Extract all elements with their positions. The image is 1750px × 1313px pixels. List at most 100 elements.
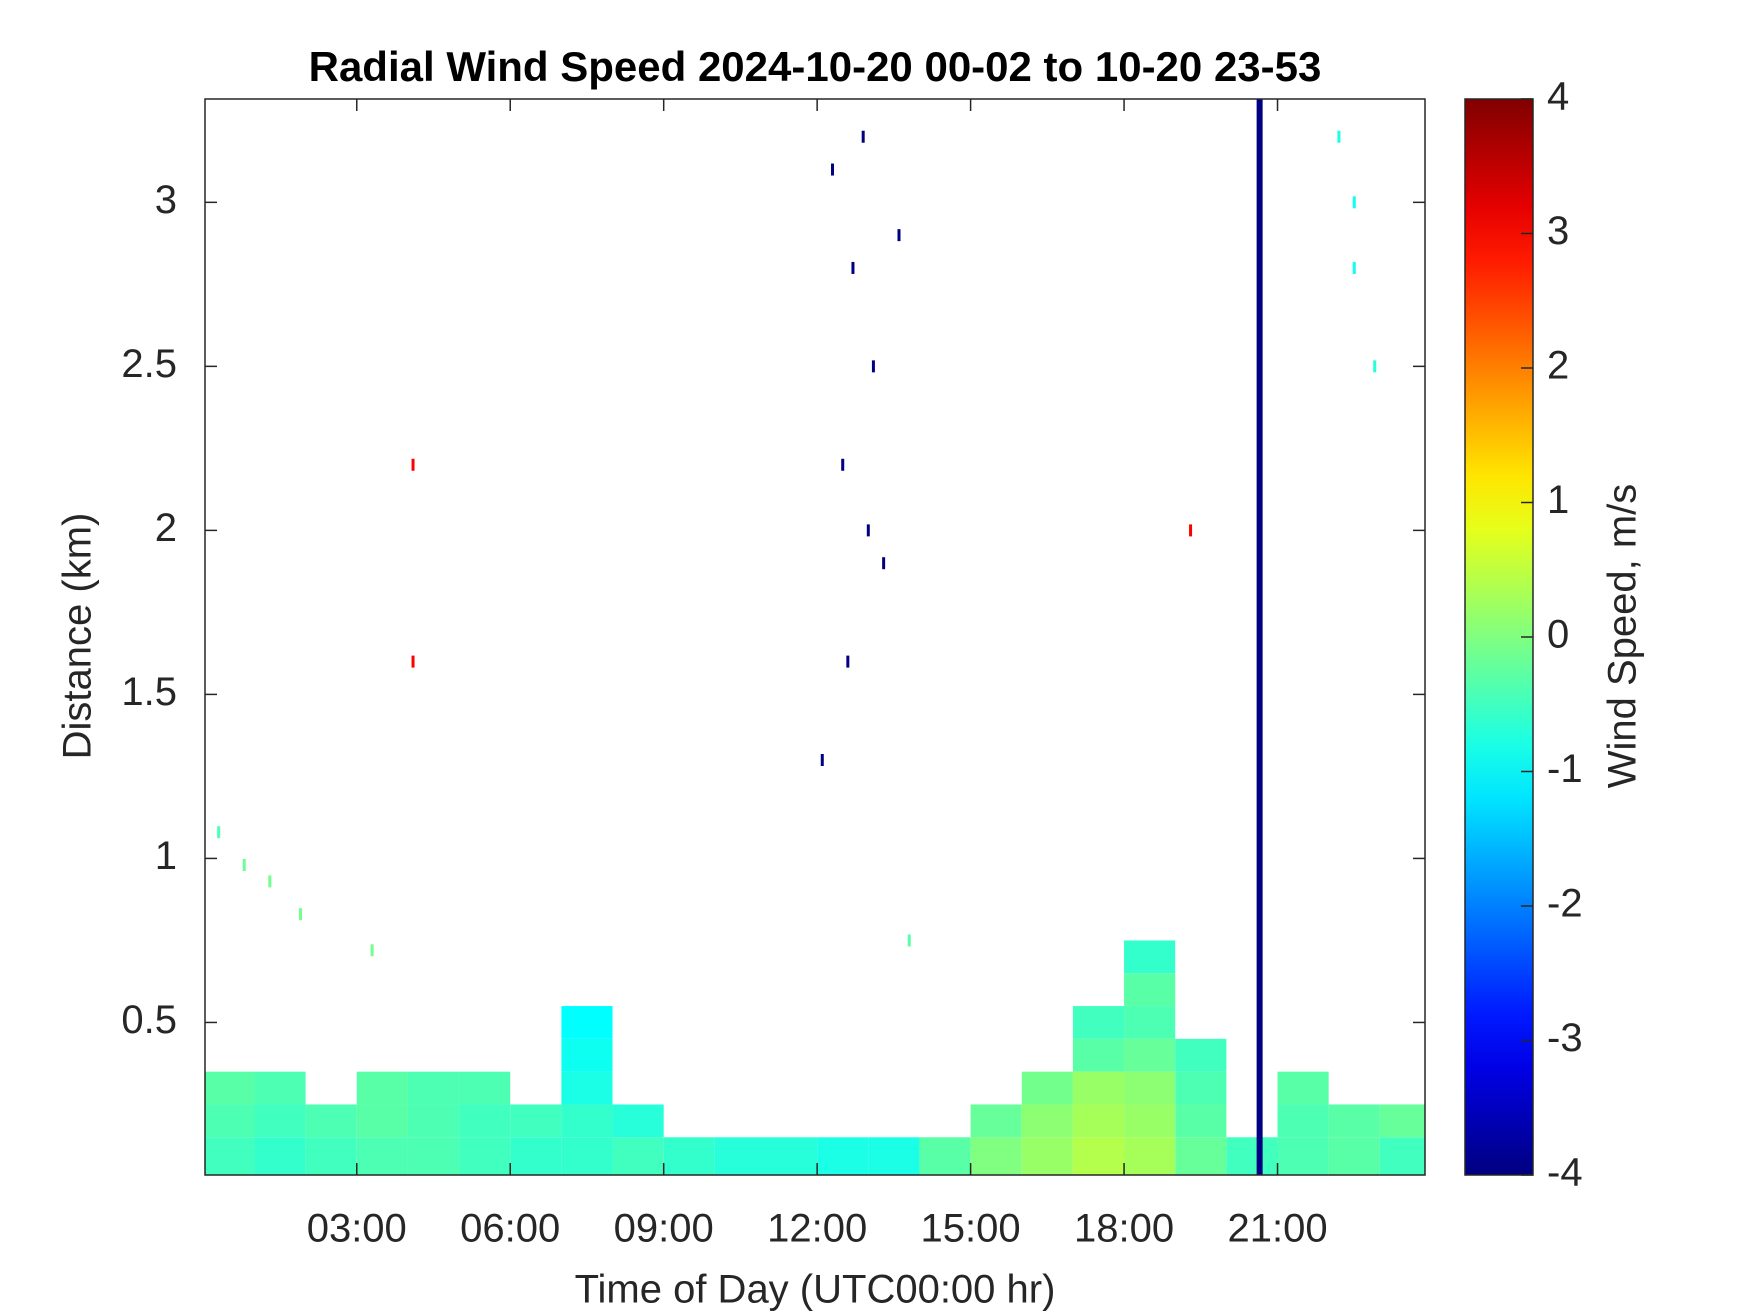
- heat-cell: [561, 1006, 613, 1039]
- heat-cell: [1175, 1038, 1227, 1072]
- heat-cell: [1226, 1137, 1278, 1175]
- heat-cell: [714, 1137, 766, 1175]
- speckle: [851, 261, 855, 274]
- heat-cell: [254, 1137, 306, 1175]
- heat-cell: [356, 1137, 408, 1175]
- y-axis-label: Distance (km): [56, 513, 100, 760]
- speckle: [897, 229, 901, 242]
- x-tick-label: 09:00: [614, 1207, 714, 1251]
- speckle: [1373, 360, 1377, 373]
- y-tick-label: 1: [155, 834, 177, 878]
- colorbar-label: Wind Speed, m/s: [1601, 484, 1645, 789]
- heat-cell: [1277, 1137, 1329, 1175]
- heat-cell: [1124, 1137, 1176, 1175]
- colorbar: [1464, 98, 1534, 1176]
- x-tick-label: 03:00: [307, 1207, 407, 1251]
- speckle: [411, 655, 415, 668]
- y-tick-label: 1.5: [121, 670, 177, 714]
- colorbar-tick-label: -3: [1547, 1016, 1583, 1060]
- x-tick-label: 15:00: [921, 1207, 1021, 1251]
- y-tick-label: 2.5: [121, 342, 177, 386]
- heat-cell: [459, 1071, 511, 1105]
- heat-cell: [1072, 1038, 1125, 1072]
- colorbar-tick-label: -4: [1547, 1151, 1583, 1195]
- heat-cell: [1277, 1071, 1329, 1105]
- heat-cell: [1175, 1104, 1227, 1138]
- heat-cell: [1021, 1137, 1073, 1175]
- heat-cell: [510, 1104, 562, 1138]
- plot-frame: [204, 98, 1426, 1176]
- heat-cell: [356, 1071, 408, 1105]
- heat-cell: [1072, 1071, 1125, 1105]
- heat-cell: [612, 1104, 664, 1138]
- speckle: [411, 458, 415, 471]
- y-tick-label: 0.5: [121, 998, 177, 1042]
- heat-cell: [1175, 1137, 1227, 1175]
- speckle: [882, 557, 886, 570]
- heat-cell: [1328, 1104, 1380, 1138]
- x-tick-label: 18:00: [1074, 1207, 1174, 1251]
- colorbar-tick-label: -2: [1547, 882, 1583, 926]
- heat-cell: [919, 1137, 971, 1175]
- speckle: [841, 458, 845, 471]
- band: [1256, 99, 1263, 1175]
- heat-cell: [1175, 1071, 1227, 1105]
- heat-cell: [510, 1137, 562, 1175]
- heat-cell: [305, 1137, 357, 1175]
- colorbar-tick-label: 0: [1547, 613, 1569, 657]
- speckle: [242, 858, 246, 871]
- heat-cell: [1124, 1006, 1176, 1039]
- heat-cell: [459, 1137, 511, 1175]
- speckle: [907, 934, 911, 947]
- heat-cell: [1124, 940, 1176, 974]
- plot-area: [205, 99, 1425, 1175]
- heat-cell: [1379, 1104, 1425, 1138]
- heat-cell: [356, 1104, 408, 1138]
- colorbar-tick-label: 2: [1547, 344, 1569, 388]
- heat-cell: [1072, 1104, 1125, 1138]
- heat-cell: [254, 1071, 306, 1105]
- heat-cell: [1379, 1137, 1425, 1175]
- heat-cell: [1021, 1071, 1073, 1105]
- speckle: [871, 360, 875, 373]
- heat-cell: [1072, 1137, 1125, 1175]
- heat-cell: [817, 1137, 869, 1175]
- heat-cell: [459, 1104, 511, 1138]
- speckle: [830, 163, 834, 176]
- heat-cell: [561, 1038, 613, 1072]
- speckle: [1352, 196, 1356, 209]
- heat-cell: [561, 1071, 613, 1105]
- speckle: [846, 655, 850, 668]
- x-tick-label: 21:00: [1227, 1207, 1327, 1251]
- heat-cell: [561, 1104, 613, 1138]
- heat-cell: [407, 1104, 460, 1138]
- heat-cell: [407, 1071, 460, 1105]
- speckle: [1352, 261, 1356, 274]
- heat-cell: [1072, 1006, 1125, 1039]
- heat-cell: [663, 1137, 715, 1175]
- speckle: [268, 875, 272, 888]
- heat-cell: [561, 1137, 613, 1175]
- heat-cell: [205, 1104, 255, 1138]
- speckle: [217, 826, 221, 839]
- heat-cell: [1124, 1071, 1176, 1105]
- heat-cell: [612, 1137, 664, 1175]
- heat-cell: [1328, 1137, 1380, 1175]
- heat-cell: [205, 1137, 255, 1175]
- heat-cell: [970, 1137, 1022, 1175]
- heat-cell: [407, 1137, 460, 1175]
- speckle: [1337, 130, 1341, 143]
- colorbar-tick-label: -1: [1547, 747, 1583, 791]
- heat-cell: [1277, 1104, 1329, 1138]
- heat-cell: [765, 1137, 818, 1175]
- heat-cell: [1124, 973, 1176, 1007]
- speckle: [866, 524, 870, 537]
- heat-cell: [1124, 1104, 1176, 1138]
- speckle: [820, 754, 824, 767]
- speckle: [1189, 524, 1193, 537]
- x-tick-label: 12:00: [767, 1207, 867, 1251]
- heat-cell: [970, 1104, 1022, 1138]
- heat-cell: [205, 1071, 255, 1105]
